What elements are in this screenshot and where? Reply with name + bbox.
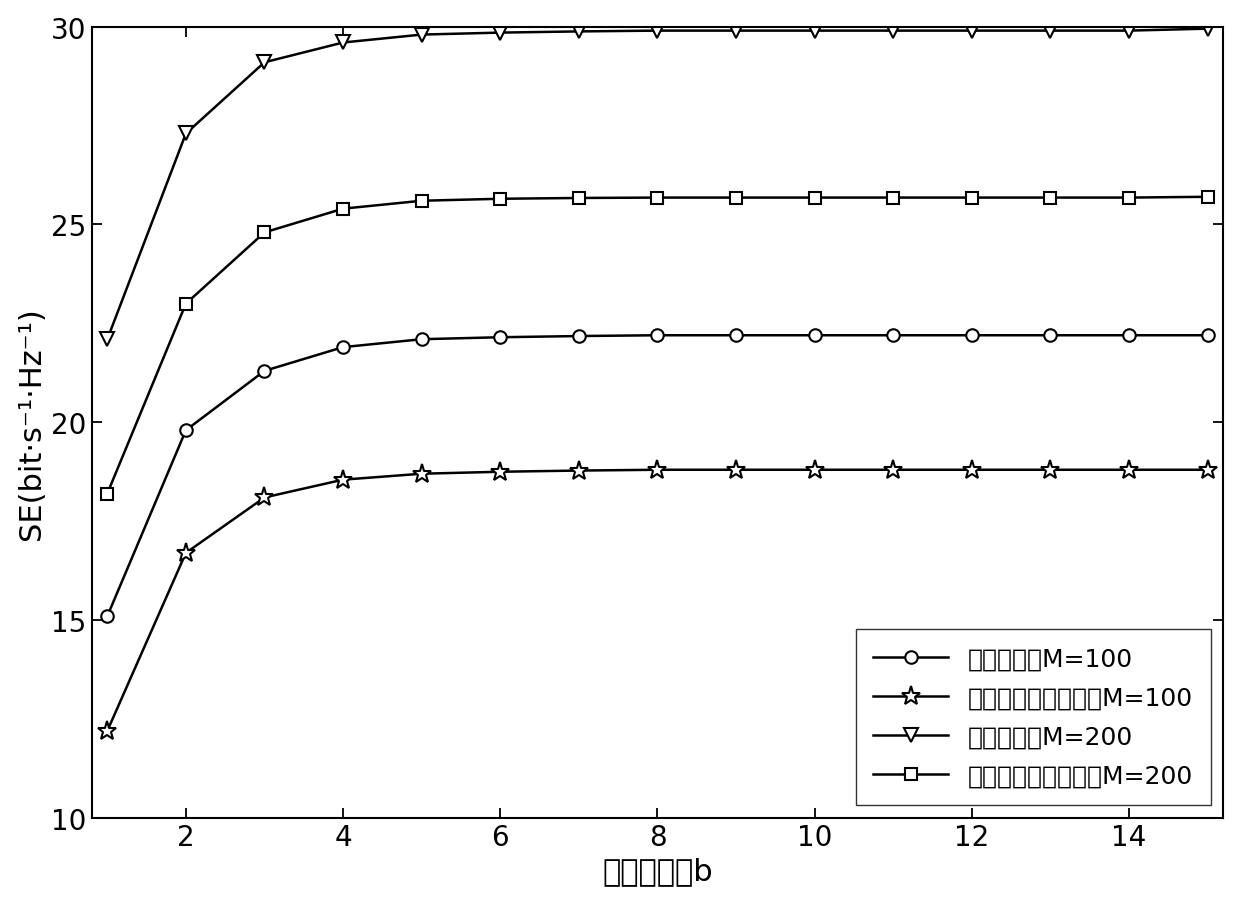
仅导频长度优化方案M=100 [729,465,744,475]
本发明方案M=200 [492,28,507,39]
Legend: 本发明方案M=100, 仅导频长度优化方案M=100, 本发明方案M=200, 仅导频长度优化方案M=200: 本发明方案M=100, 仅导频长度优化方案M=100, 本发明方案M=200, … [856,630,1210,805]
仅导频长度优化方案M=100 [336,474,351,485]
仅导频长度优化方案M=200 [1200,192,1215,203]
本发明方案M=100 [1043,330,1058,341]
本发明方案M=100 [1122,330,1137,341]
仅导频长度优化方案M=100 [257,492,272,503]
仅导频长度优化方案M=100 [179,548,193,558]
本发明方案M=200 [885,26,900,37]
本发明方案M=200 [257,58,272,69]
仅导频长度优化方案M=200 [336,204,351,215]
本发明方案M=200 [179,129,193,140]
Line: 本发明方案M=200: 本发明方案M=200 [100,23,1214,346]
仅导频长度优化方案M=200 [1043,193,1058,204]
本发明方案M=200 [1200,24,1215,35]
本发明方案M=200 [807,26,822,37]
仅导频长度优化方案M=200 [885,193,900,204]
仅导频长度优化方案M=200 [1122,193,1137,204]
仅导频长度优化方案M=100 [885,465,900,475]
仅导频长度优化方案M=100 [492,467,507,478]
仅导频长度优化方案M=100 [965,465,980,475]
Y-axis label: SE(bit·s⁻¹·Hz⁻¹): SE(bit·s⁻¹·Hz⁻¹) [16,307,46,539]
本发明方案M=100 [179,426,193,437]
本发明方案M=100 [336,343,351,354]
仅导频长度优化方案M=100 [807,465,822,475]
Line: 本发明方案M=100: 本发明方案M=100 [100,329,1214,622]
仅导频长度优化方案M=100 [1200,465,1215,475]
本发明方案M=100 [1200,330,1215,341]
Line: 仅导频长度优化方案M=200: 仅导频长度优化方案M=200 [100,191,1214,501]
仅导频长度优化方案M=100 [650,465,665,475]
仅导频长度优化方案M=200 [100,489,115,500]
Line: 仅导频长度优化方案M=100: 仅导频长度优化方案M=100 [98,461,1218,741]
本发明方案M=100 [257,366,272,377]
本发明方案M=100 [965,330,980,341]
本发明方案M=200 [650,26,665,37]
本发明方案M=100 [807,330,822,341]
本发明方案M=100 [100,611,115,621]
仅导频长度优化方案M=100 [572,465,587,476]
仅导频长度优化方案M=200 [492,194,507,205]
仅导频长度优化方案M=200 [179,299,193,309]
仅导频长度优化方案M=200 [965,193,980,204]
本发明方案M=100 [885,330,900,341]
仅导频长度优化方案M=100 [1043,465,1058,475]
本发明方案M=200 [336,38,351,49]
本发明方案M=200 [1122,26,1137,37]
本发明方案M=100 [572,331,587,342]
仅导频长度优化方案M=200 [572,193,587,204]
仅导频长度优化方案M=200 [650,193,665,204]
仅导频长度优化方案M=200 [807,193,822,204]
本发明方案M=200 [1043,26,1058,37]
仅导频长度优化方案M=200 [729,193,744,204]
仅导频长度优化方案M=100 [100,725,115,736]
本发明方案M=100 [492,333,507,344]
本发明方案M=200 [100,335,115,345]
本发明方案M=200 [729,26,744,37]
仅导频长度优化方案M=100 [1122,465,1137,475]
本发明方案M=100 [650,330,665,341]
本发明方案M=200 [414,30,429,41]
仅导频长度优化方案M=100 [414,469,429,480]
X-axis label: 量化比特数b: 量化比特数b [603,856,713,886]
仅导频长度优化方案M=200 [414,196,429,207]
本发明方案M=200 [572,27,587,38]
本发明方案M=200 [965,26,980,37]
本发明方案M=100 [414,335,429,345]
本发明方案M=100 [729,330,744,341]
仅导频长度优化方案M=200 [257,227,272,238]
